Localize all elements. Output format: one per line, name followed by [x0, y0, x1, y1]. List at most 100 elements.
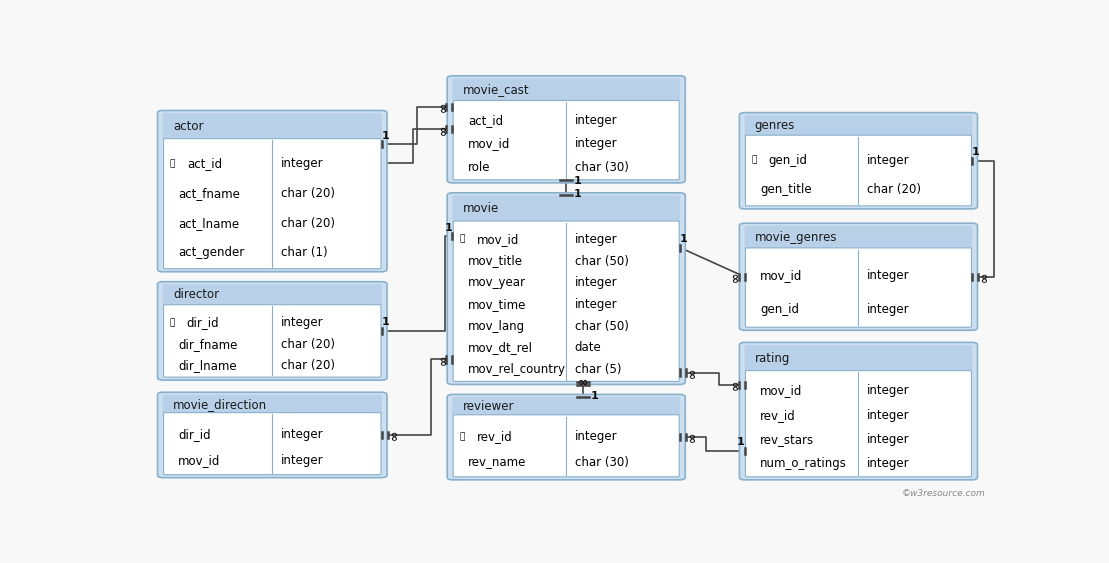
Text: integer: integer: [867, 433, 909, 446]
Text: integer: integer: [867, 385, 909, 397]
Text: 1: 1: [573, 189, 581, 199]
Text: num_o_ratings: num_o_ratings: [760, 457, 847, 470]
Text: ∞: ∞: [578, 376, 589, 389]
Text: ∞: ∞: [729, 271, 742, 282]
Text: rev_stars: rev_stars: [760, 433, 814, 446]
Text: integer: integer: [574, 276, 618, 289]
Text: char (20): char (20): [281, 187, 335, 200]
Text: 🔑: 🔑: [459, 432, 465, 441]
FancyBboxPatch shape: [163, 113, 381, 140]
Text: 🔑: 🔑: [752, 155, 756, 164]
Text: rating: rating: [755, 352, 791, 365]
Text: 1: 1: [381, 318, 389, 327]
Text: 🔑: 🔑: [170, 159, 175, 168]
Text: integer: integer: [867, 457, 909, 470]
Text: ∞: ∞: [437, 102, 449, 112]
Text: 1: 1: [737, 437, 745, 447]
FancyBboxPatch shape: [447, 193, 685, 385]
Text: mov_rel_country: mov_rel_country: [468, 363, 566, 376]
FancyBboxPatch shape: [454, 101, 679, 180]
Text: dir_fname: dir_fname: [179, 338, 237, 351]
Text: act_id: act_id: [186, 157, 222, 170]
Text: act_lname: act_lname: [179, 217, 240, 230]
FancyBboxPatch shape: [740, 223, 977, 330]
Text: integer: integer: [867, 154, 909, 167]
Text: act_gender: act_gender: [179, 247, 244, 260]
Text: actor: actor: [173, 120, 204, 133]
Text: integer: integer: [574, 137, 618, 150]
Text: mov_title: mov_title: [468, 254, 522, 267]
Text: char (1): char (1): [281, 247, 327, 260]
Text: rev_id: rev_id: [477, 430, 512, 443]
Text: integer: integer: [867, 269, 909, 282]
Text: 1: 1: [680, 234, 688, 244]
Text: mov_lang: mov_lang: [468, 320, 525, 333]
Text: char (50): char (50): [574, 320, 629, 333]
Text: 1: 1: [973, 147, 979, 157]
FancyBboxPatch shape: [745, 135, 971, 206]
FancyBboxPatch shape: [744, 345, 973, 372]
Text: movie_cast: movie_cast: [462, 83, 529, 96]
Text: movie_direction: movie_direction: [173, 397, 267, 410]
Text: mov_id: mov_id: [760, 385, 803, 397]
FancyBboxPatch shape: [157, 110, 387, 272]
Text: ∞: ∞: [729, 379, 742, 390]
Text: char (30): char (30): [574, 160, 629, 174]
FancyBboxPatch shape: [163, 305, 381, 377]
Text: dir_id: dir_id: [186, 316, 220, 329]
Text: mov_id: mov_id: [468, 137, 510, 150]
Text: char (5): char (5): [574, 363, 621, 376]
FancyBboxPatch shape: [740, 113, 977, 209]
Text: integer: integer: [574, 114, 618, 127]
FancyBboxPatch shape: [163, 413, 381, 475]
Text: mov_id: mov_id: [477, 233, 519, 246]
Text: char (30): char (30): [574, 457, 629, 470]
FancyBboxPatch shape: [745, 370, 971, 477]
Text: ∞: ∞: [437, 124, 449, 135]
FancyBboxPatch shape: [452, 397, 680, 415]
Text: 🔑: 🔑: [459, 235, 465, 244]
Text: mov_id: mov_id: [760, 269, 803, 282]
Text: 🔑: 🔑: [170, 318, 175, 327]
Text: gen_id: gen_id: [769, 154, 807, 167]
Text: date: date: [574, 341, 601, 355]
Text: 1: 1: [573, 176, 581, 186]
Text: rev_name: rev_name: [468, 457, 526, 470]
Text: ©w3resource.com: ©w3resource.com: [902, 489, 985, 498]
Text: dir_id: dir_id: [179, 428, 211, 441]
FancyBboxPatch shape: [452, 195, 680, 222]
Text: movie_genres: movie_genres: [755, 231, 837, 244]
Text: integer: integer: [867, 409, 909, 422]
Text: integer: integer: [281, 454, 324, 467]
Text: act_id: act_id: [468, 114, 502, 127]
Text: char (20): char (20): [867, 184, 922, 196]
FancyBboxPatch shape: [447, 76, 685, 183]
FancyBboxPatch shape: [163, 284, 381, 306]
Text: integer: integer: [867, 303, 909, 316]
Text: movie: movie: [462, 202, 499, 215]
Text: integer: integer: [574, 233, 618, 246]
Text: integer: integer: [281, 428, 324, 441]
FancyBboxPatch shape: [454, 415, 679, 477]
Text: char (20): char (20): [281, 217, 335, 230]
Text: integer: integer: [574, 298, 618, 311]
Text: char (20): char (20): [281, 338, 335, 351]
Text: 1: 1: [381, 131, 389, 141]
Text: ∞: ∞: [686, 432, 699, 443]
Text: char (50): char (50): [574, 254, 629, 267]
Text: role: role: [468, 160, 490, 174]
FancyBboxPatch shape: [744, 115, 973, 136]
Text: act_fname: act_fname: [179, 187, 240, 200]
FancyBboxPatch shape: [452, 78, 680, 101]
Text: mov_id: mov_id: [179, 454, 221, 467]
Text: gen_title: gen_title: [760, 184, 812, 196]
Text: integer: integer: [281, 157, 324, 170]
FancyBboxPatch shape: [744, 226, 973, 249]
Text: rev_id: rev_id: [760, 409, 796, 422]
Text: integer: integer: [281, 316, 324, 329]
FancyBboxPatch shape: [740, 342, 977, 480]
Text: mov_dt_rel: mov_dt_rel: [468, 341, 532, 355]
FancyBboxPatch shape: [157, 282, 387, 380]
FancyBboxPatch shape: [163, 138, 381, 269]
Text: mov_year: mov_year: [468, 276, 526, 289]
